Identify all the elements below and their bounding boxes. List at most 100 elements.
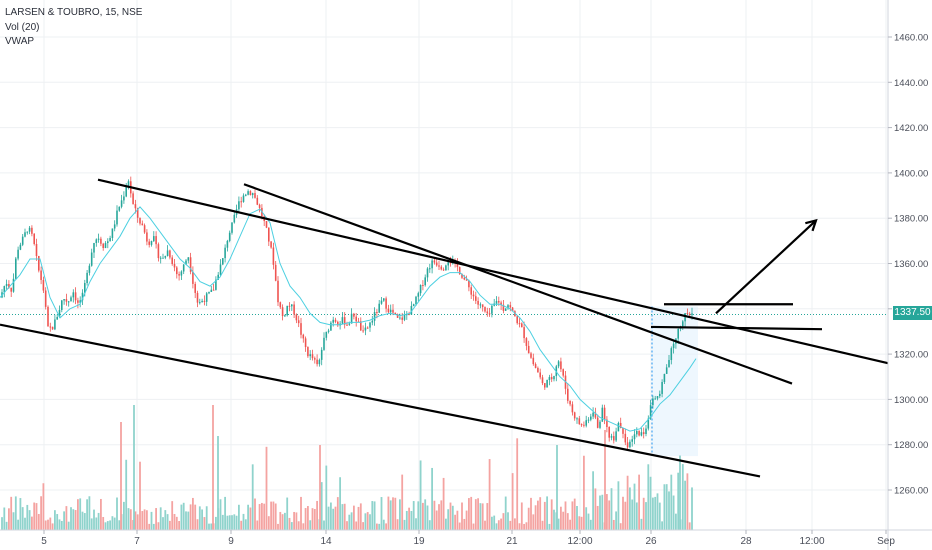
trendline[interactable] [97,178,889,365]
volume-bar [681,464,684,530]
volume-bar [520,502,523,530]
candle-body [291,304,293,307]
volume-bar [162,517,164,530]
volume-spike [212,405,214,530]
candle-body [470,287,472,295]
volume-bar [601,494,604,530]
candle-body [178,274,180,276]
volume-bar [539,497,542,530]
candle-body [670,348,673,361]
volume-bar [516,438,519,530]
candle-body [659,393,661,397]
candle-body [132,193,134,205]
volume-bar [670,474,673,530]
candle-body [383,298,385,301]
volume-bar [573,498,576,530]
volume-bar [281,514,284,530]
volume-bar [320,482,323,530]
volume-bar [284,512,286,530]
candle-body [571,404,574,413]
volume-bar [136,514,139,530]
candle-body [182,264,185,272]
candle-body [199,302,201,304]
volume-bar [155,508,157,530]
candle-body [212,289,215,291]
trendline[interactable] [0,323,761,478]
candle-body [509,305,512,308]
volume-bar [649,476,652,530]
volume-bar [270,501,272,530]
candle-body [21,236,24,245]
volume-bar [440,500,443,530]
volume-bar [139,461,141,530]
volume-bar [447,509,450,530]
volume-indicator-label[interactable]: Vol (20) [5,22,40,33]
volume-bar [263,503,266,530]
volume-bar [438,504,440,530]
volume-bar [633,483,636,530]
candle-body [389,309,392,313]
volume-bar [198,506,201,530]
volume-bar [589,519,592,530]
candle-body [173,264,176,268]
volume-bar [606,494,608,530]
volume-bar [468,498,470,530]
candle-body [258,204,261,208]
candle-body [626,442,629,448]
candle-body [433,260,436,263]
candle-body [47,306,49,327]
chart-title: LARSEN & TOUBRO, 15, NSE [5,7,143,18]
candle-body [159,257,162,259]
candle-body [155,236,157,245]
candle-body [10,287,12,292]
trendlines[interactable] [0,178,889,478]
candle-body [585,420,587,426]
volume-bar [456,510,459,530]
time-axis[interactable]: 5 7 9 14 19 21 12:00 26 28 12:00 Sep [0,529,932,547]
candle-body [120,200,123,207]
candle-body [610,436,613,438]
volume-bar [90,518,93,530]
time-tick-label: 5 [41,536,47,547]
volume-bar [583,455,585,530]
candle-body [49,326,52,328]
price-axis[interactable]: 1460.00 1440.00 1420.00 1400.00 1380.00 1360.… [887,0,928,550]
candle-body [268,227,270,242]
volume-bar [658,502,661,530]
candle-body [544,383,546,388]
volume-bar [629,487,631,530]
candle-body [562,369,564,376]
candle-body [624,433,627,443]
candle-body [606,419,608,427]
candle-body [231,222,233,233]
volume-bar [419,460,422,530]
volume-bar [203,517,206,530]
candle-body [42,279,45,291]
candle-body [645,428,647,434]
volume-bar [297,521,300,530]
candle-body [652,398,654,406]
volume-bar [518,523,521,530]
volume-bar [254,498,256,530]
trendline[interactable] [650,325,823,331]
volume-bar [274,503,277,530]
volume-bar [661,521,663,530]
candle-body [396,314,399,318]
volume-bar [548,523,551,530]
volume-bar [279,511,282,530]
arrow-line[interactable] [715,219,817,315]
candle-body [123,196,125,201]
volume-bar [366,512,369,530]
price-tick-label: 1380.00 [894,214,928,225]
trendline[interactable] [243,183,793,385]
volume-bar [256,520,259,530]
candle-body [422,285,424,287]
candle-body [17,249,19,259]
volume-bar [81,511,84,530]
volume-bar [51,523,54,530]
candle-body [70,297,72,302]
vwap-indicator-label[interactable]: VWAP [5,36,35,47]
candle-body [286,305,288,316]
candle-body [219,264,222,275]
